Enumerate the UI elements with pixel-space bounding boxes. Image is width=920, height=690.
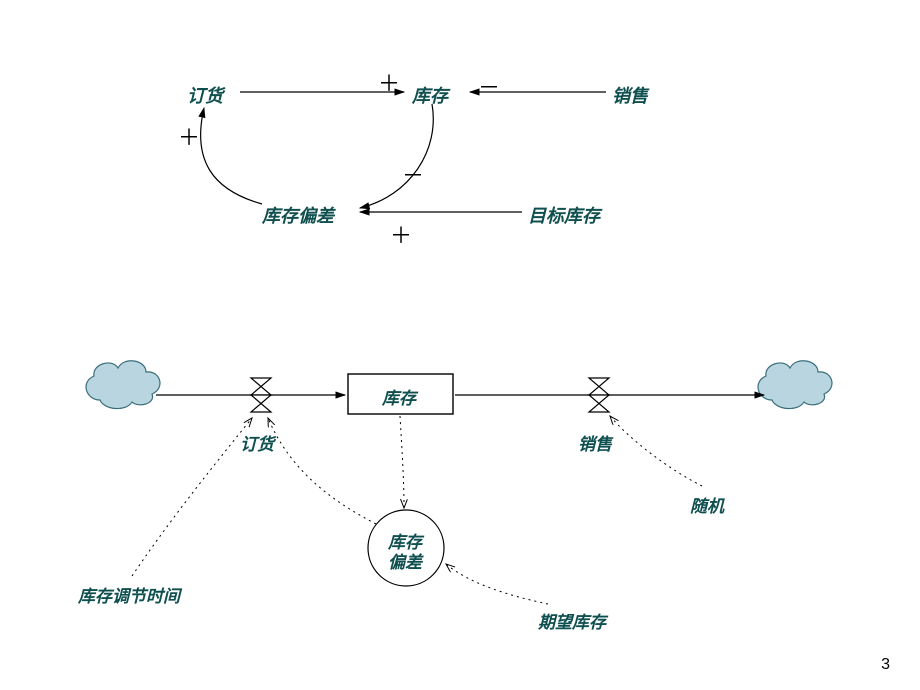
valve-sales-label: 销售 <box>578 430 612 455</box>
label-adjust-time: 库存调节时间 <box>78 582 180 607</box>
sign-minus-mid: － <box>402 158 424 190</box>
cloud-right <box>758 361 832 409</box>
label-expected: 期望库存 <box>538 608 606 633</box>
sign-plus-bottom: ＋ <box>390 218 412 250</box>
node-stock: 库存 <box>412 82 448 108</box>
valve-sales <box>589 378 609 412</box>
sign-minus-top: － <box>478 70 500 102</box>
page-number: 3 <box>881 656 890 674</box>
node-gap: 库存偏差 <box>262 202 334 228</box>
node-order: 订货 <box>187 82 223 108</box>
valve-order <box>251 378 271 412</box>
node-sales: 销售 <box>612 82 648 108</box>
valve-order-label: 订货 <box>240 430 274 455</box>
label-random: 随机 <box>690 492 724 517</box>
cloud-left <box>86 361 160 409</box>
sign-plus-top: ＋ <box>378 66 400 98</box>
sign-plus-left: ＋ <box>178 120 200 152</box>
stock-box-label: 库存 <box>382 384 416 409</box>
node-target: 目标库存 <box>528 202 600 228</box>
circle-label-2: 偏差 <box>388 548 422 573</box>
diagram-canvas: 订货 库存 销售 库存偏差 目标库存 ＋ － ＋ － ＋ 库存 订货 销售 库存… <box>0 0 920 690</box>
